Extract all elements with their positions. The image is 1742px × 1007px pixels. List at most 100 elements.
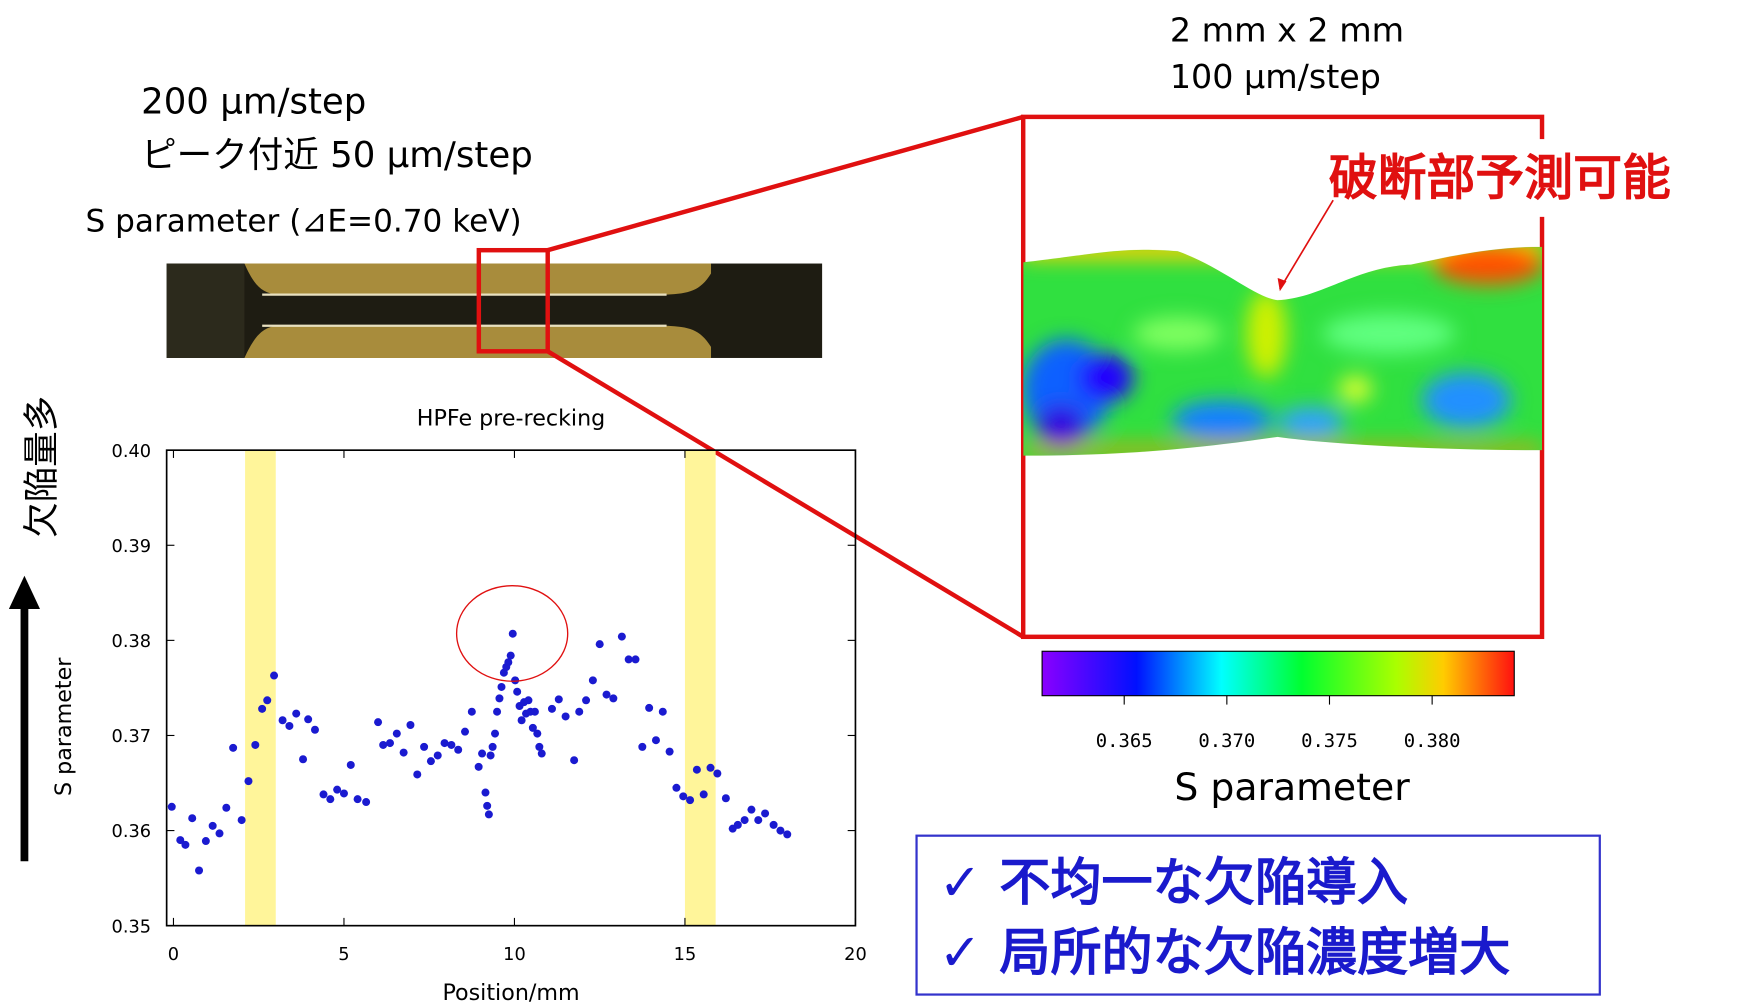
data-point	[292, 710, 300, 718]
data-point	[168, 803, 176, 811]
data-point	[495, 694, 503, 702]
data-point	[632, 655, 640, 663]
data-point	[603, 691, 611, 699]
data-point	[713, 770, 721, 778]
data-point	[507, 652, 515, 660]
data-point	[441, 739, 449, 747]
x-tick-label: 0	[168, 945, 179, 965]
data-point	[320, 790, 328, 798]
data-point	[340, 789, 348, 797]
page: 200 μm/step ピーク付近 50 μm/step S parameter…	[0, 0, 1742, 1007]
data-point	[427, 757, 435, 765]
data-point	[754, 816, 762, 824]
data-point	[652, 736, 660, 744]
parameter-text: S parameter (⊿E=0.70 keV)	[86, 203, 522, 239]
x-tick-label: 20	[844, 945, 867, 965]
data-point	[447, 741, 455, 749]
zoom-line	[548, 117, 1023, 250]
colorbar-tick-label: 0.370	[1198, 730, 1255, 752]
data-point	[672, 784, 680, 792]
data-point	[468, 708, 476, 716]
data-point	[304, 715, 312, 723]
data-point	[475, 763, 483, 771]
data-point	[761, 809, 769, 817]
data-point	[188, 814, 196, 822]
data-point	[379, 741, 387, 749]
x-tick-label: 10	[503, 945, 526, 965]
data-point	[181, 841, 189, 849]
data-point	[374, 718, 382, 726]
data-point	[770, 821, 778, 829]
note: ✓ 不均一な欠陥導入	[939, 854, 1408, 913]
data-point	[285, 722, 293, 730]
data-point	[485, 810, 493, 818]
data-point	[406, 721, 414, 729]
data-point	[209, 822, 217, 830]
map-step: 100 μm/step	[1170, 57, 1381, 96]
data-point	[487, 751, 495, 759]
y-tick-label: 0.40	[112, 442, 152, 462]
data-point	[238, 816, 246, 824]
colorbar	[1042, 651, 1514, 695]
y-axis-label: S parameter	[51, 657, 77, 796]
data-point	[362, 798, 370, 806]
data-point	[548, 705, 556, 713]
data-point	[222, 804, 230, 812]
data-point	[386, 739, 394, 747]
data-point	[202, 837, 210, 845]
data-point	[659, 708, 667, 716]
data-point	[279, 716, 287, 724]
colorbar-tick-label: 0.380	[1404, 730, 1461, 752]
data-point	[420, 743, 428, 751]
data-point	[575, 708, 583, 716]
data-point	[562, 712, 570, 720]
data-point	[461, 728, 469, 736]
slide: 200 μm/step ピーク付近 50 μm/step S parameter…	[0, 0, 1742, 1007]
data-point	[734, 821, 742, 829]
data-point	[679, 792, 687, 800]
data-point	[596, 640, 604, 648]
map-size: 2 mm x 2 mm	[1170, 10, 1404, 49]
y-tick-label: 0.38	[112, 632, 152, 652]
data-point	[311, 726, 319, 734]
data-point	[645, 704, 653, 712]
data-point	[776, 827, 784, 835]
y-tick-label: 0.35	[112, 917, 152, 937]
data-point	[244, 777, 252, 785]
colorbar-label: S parameter	[1174, 765, 1410, 809]
side-arrowhead	[9, 576, 40, 609]
data-point	[722, 794, 730, 802]
data-point	[215, 829, 223, 837]
chart-title: HPFe pre-recking	[417, 406, 605, 432]
data-point	[582, 696, 590, 704]
zoom-line	[548, 351, 1023, 637]
data-point	[524, 696, 532, 704]
data-point	[741, 816, 749, 824]
data-point	[555, 695, 563, 703]
data-point	[413, 770, 421, 778]
data-point	[686, 796, 694, 804]
data-point	[513, 688, 521, 696]
data-point	[491, 730, 499, 738]
data-point	[195, 867, 203, 875]
data-point	[518, 716, 526, 724]
data-point	[454, 746, 462, 754]
data-point	[483, 802, 491, 810]
note: ✓ 局所的な欠陥濃度増大	[939, 924, 1511, 983]
y-tick-label: 0.36	[112, 822, 152, 842]
colorbar-tick-label: 0.375	[1301, 730, 1358, 752]
specimen-photo	[167, 264, 822, 358]
x-tick-label: 15	[674, 945, 697, 965]
data-point	[783, 830, 791, 838]
x-tick-label: 5	[338, 945, 349, 965]
data-point	[493, 708, 501, 716]
data-point	[400, 749, 408, 757]
data-point	[700, 790, 708, 798]
data-point	[707, 764, 715, 772]
data-point	[229, 744, 237, 752]
colorbar-tick-label: 0.365	[1096, 730, 1153, 752]
data-point	[693, 766, 701, 774]
data-point	[481, 789, 489, 797]
data-point	[258, 705, 266, 713]
side-label: 欠陥量多	[21, 396, 62, 538]
